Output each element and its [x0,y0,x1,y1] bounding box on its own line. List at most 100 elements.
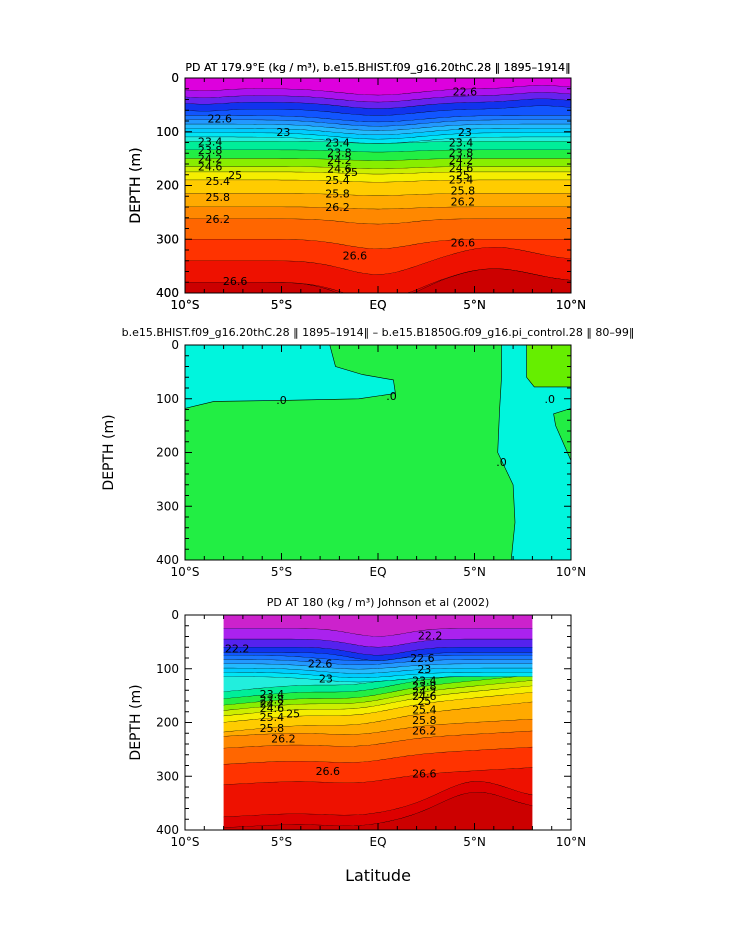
y-tick-label: 300 [156,232,179,246]
density-band [223,676,533,706]
x-tick-label: 5°N [463,835,486,849]
density-band [185,92,571,109]
contour-label: 23.4 [412,675,437,688]
x-tick-label: 5°S [271,298,292,312]
density-band [185,158,571,169]
contour-label: 23.4 [198,135,223,148]
contour-label: 23 [458,126,472,139]
panel-title: PD AT 179.9°E (kg / m³), b.e15.BHIST.f09… [185,61,570,74]
filled-contours [223,615,533,830]
contour-label: 23.8 [327,147,352,160]
panel-1-model-density: 10°S 5°S EQ 5°N 10°N 0 100 200 300 400 PD AT 179.9… [128,61,586,312]
contour-label: 26.2 [271,733,296,746]
x-tick-label: 5°S [271,835,292,849]
contour-label: 24.6 [198,161,223,174]
density-band [185,128,571,140]
contour-label: 25.8 [451,184,476,197]
contour-label: 23 [319,672,333,685]
y-axis-label: DEPTH (m) [101,414,117,490]
density-band [223,639,533,656]
panel-1-axes: 10°S 5°S EQ 5°N 10°N 0 100 200 300 400 PD AT 179.9… [128,61,586,312]
x-tick-label: 10°S [171,298,200,312]
y-axis-label: DEPTH (m) [128,147,144,223]
contour-label: 26.2 [451,196,476,209]
density-band [185,247,571,293]
contour-label: 26.6 [412,768,437,781]
x-tick-label: 5°S [271,565,292,579]
y-tick-label: 400 [156,553,179,567]
y-tick-label: 0 [171,608,179,622]
contour-label: 26.6 [316,765,341,778]
density-band [223,767,533,818]
difference-band [526,344,572,388]
y-tick-label: 400 [156,286,179,300]
contour-label: 24.2 [260,698,285,711]
density-band [223,676,533,699]
x-tick-label: 5°N [463,565,486,579]
density-band [185,150,571,161]
density-band [223,792,533,830]
density-band [223,628,533,648]
contour-label: 26.2 [206,213,231,226]
contour-label: .0 [276,394,287,407]
x-tick-label: 10°S [171,298,200,312]
contour-label: 23.4 [449,137,474,150]
density-band [223,731,533,765]
y-tick-label: 300 [156,769,179,783]
y-tick-label: 200 [156,446,179,460]
x-tick-label: EQ [369,835,386,849]
contour-label: 24.6 [449,162,474,175]
contour-label: 24.6 [327,162,352,175]
x-tick-label: EQ [369,298,386,312]
contour-label: 22.6 [453,85,478,98]
contour-label: 25.4 [325,174,350,187]
contour-label: 25.4 [449,174,474,187]
contour-label: 24.2 [198,153,223,166]
density-band [185,137,571,144]
contour-label: 23.8 [260,693,285,706]
density-band [223,672,533,683]
panel-3-observed-density: 10°S 5°S EQ 5°N 10°N 0 100 200 300 400 PD AT 180 (… [128,596,586,849]
density-band [223,615,533,637]
density-band [185,99,571,116]
y-tick-label: 100 [156,125,179,139]
contour-label: 23.4 [260,688,285,701]
density-band [223,668,533,678]
y-tick-label: 200 [156,179,179,193]
contour-label: 25 [344,166,358,179]
contour-label: 25.8 [412,714,437,727]
density-band [185,141,571,153]
density-band [223,655,533,665]
density-band [223,719,533,749]
density-band [185,106,571,123]
contour-label: 26.2 [325,201,350,214]
contour-label: 25.4 [206,175,231,188]
contour-label: 24.6 [260,702,285,715]
density-band [223,663,533,674]
panel-2-density-difference: 10°S 5°S EQ 5°N 10°N 0 100 200 300 400 b.e15.BHIST… [101,326,634,579]
contour-label: 22.6 [207,112,232,125]
contour-label: 25 [228,169,242,182]
density-band [223,747,533,785]
y-tick-label: 100 [156,662,179,676]
y-tick-label: 400 [156,286,179,300]
y-tick-label: 400 [156,823,179,837]
contour-label: 25.8 [260,722,285,735]
contour-label: 23 [276,126,290,139]
x-tick-label: 5°S [271,298,292,312]
density-band [185,132,571,144]
contour-label: 25.8 [206,191,231,204]
density-band [185,119,571,131]
density-band [185,115,571,127]
contour-label: 23 [417,663,431,676]
contour-label: 26.6 [223,275,248,288]
density-band [223,676,533,692]
density-band [223,692,533,733]
panel-title: PD AT 180 (kg / m³) Johnson et al (2002) [267,596,490,609]
contour-label: 22.2 [225,642,250,655]
x-tick-label: 10°N [556,298,586,312]
x-tick-label: 5°N [463,298,486,312]
x-tick-label: 5°N [463,298,486,312]
contour-label: 25.4 [412,704,437,717]
density-band [223,686,533,723]
